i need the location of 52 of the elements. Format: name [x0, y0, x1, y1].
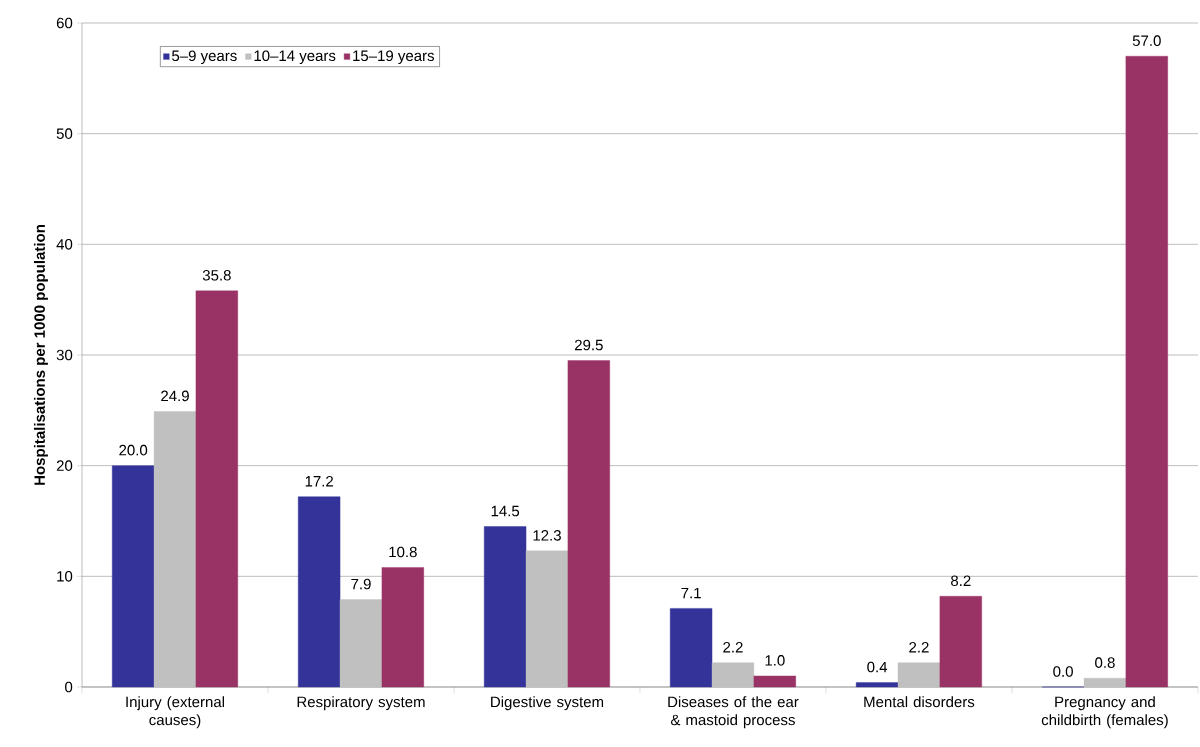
bar [1083, 677, 1127, 688]
bar [567, 360, 610, 688]
y-tick-label: 30 [56, 349, 73, 361]
data-label: 7.9 [351, 578, 371, 590]
bar [298, 496, 341, 688]
data-label: 10.8 [389, 546, 417, 558]
legend-label: 10–14 years [254, 50, 336, 65]
y-axis-title: Hospitalisations per 1000 population [33, 225, 48, 485]
data-label: 35.8 [202, 269, 231, 281]
data-label: 2.2 [909, 641, 929, 653]
bar [339, 599, 383, 688]
bar [153, 411, 197, 688]
x-tick-label: Pregnancy and childbirth (females) [1041, 696, 1168, 729]
x-tick-label: Diseases of the ear & mastoid process [668, 696, 799, 729]
bar [525, 550, 569, 688]
bar [484, 526, 527, 688]
data-label: 0.4 [867, 661, 888, 673]
bar [897, 662, 941, 688]
data-label: 14.5 [491, 505, 520, 517]
data-label: 24.9 [161, 390, 189, 402]
data-label: 57.0 [1132, 35, 1161, 46]
x-tick-label: Digestive system [491, 696, 604, 711]
data-label: 2.2 [723, 641, 743, 653]
data-label: 7.1 [681, 587, 701, 599]
y-tick-label: 40 [56, 239, 73, 250]
bar [195, 290, 238, 688]
bar [112, 465, 155, 688]
data-label: 0.0 [1053, 666, 1073, 677]
bar [670, 608, 713, 688]
bar [711, 662, 755, 688]
legend-label: 5–9 years [172, 50, 237, 65]
bar [1125, 56, 1168, 688]
y-tick-label: 50 [56, 128, 73, 139]
y-tick-label: 20 [56, 460, 73, 471]
bar [753, 675, 796, 688]
data-label: 20.0 [119, 444, 148, 456]
bar [381, 567, 424, 688]
bar [939, 596, 982, 688]
data-label: 1.0 [765, 655, 785, 666]
data-label: 29.5 [574, 339, 603, 351]
legend-label: 15–19 years [353, 50, 435, 65]
bar [855, 682, 899, 688]
x-tick-label: Mental disorders [864, 696, 975, 708]
data-label: 0.8 [1095, 657, 1115, 668]
data-label: 8.2 [951, 575, 971, 587]
x-tick-label: Respiratory system [297, 696, 425, 711]
y-tick-label: 10 [57, 571, 73, 582]
y-tick-label: 60 [56, 17, 73, 29]
x-tick-label: Injury (external causes) [126, 696, 224, 729]
data-label: 12.3 [533, 530, 561, 541]
data-label: 17.2 [305, 475, 333, 487]
y-tick-label: 0 [65, 681, 73, 693]
